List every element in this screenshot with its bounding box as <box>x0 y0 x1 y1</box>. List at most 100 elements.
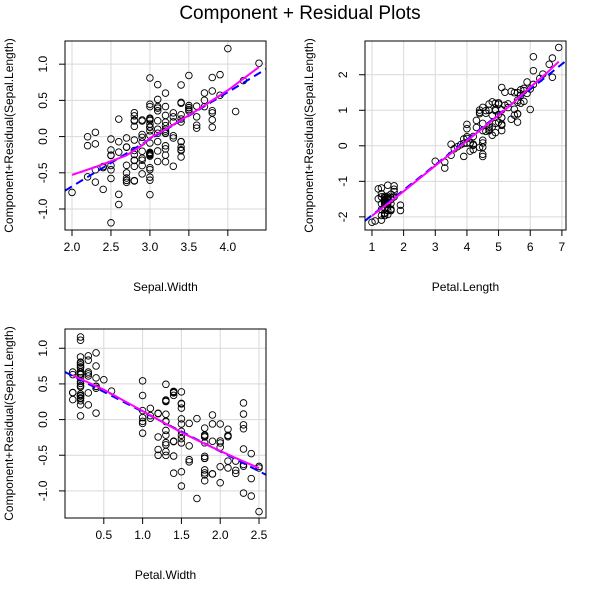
y-tick-label: -0.5 <box>36 162 50 183</box>
y-tick-label: 0 <box>336 142 350 149</box>
data-point <box>130 108 139 117</box>
y-tick-label: -1.0 <box>36 480 50 501</box>
x-tick-label: 4.0 <box>219 240 236 254</box>
y-axis-title: Component+Residual(Sepal.Length) <box>302 38 316 232</box>
y-tick-label: 1 <box>336 107 350 114</box>
data-point <box>92 349 100 357</box>
x-axis-title: Petal.Length <box>432 280 499 294</box>
data-point <box>177 399 186 408</box>
y-tick-label: -1 <box>336 176 350 187</box>
data-point <box>497 126 506 135</box>
data-point <box>146 100 154 108</box>
data-point <box>162 380 170 389</box>
data-point <box>529 52 538 61</box>
x-tick-label: 3.5 <box>181 240 198 254</box>
data-point <box>396 201 405 209</box>
data-point <box>169 469 178 477</box>
data-point <box>130 176 139 185</box>
data-point <box>115 190 123 199</box>
data-point <box>107 166 115 174</box>
data-point <box>146 102 154 111</box>
data-point <box>368 218 376 227</box>
data-point <box>76 394 85 402</box>
data-point <box>208 116 216 124</box>
data-point <box>162 447 170 456</box>
data-point <box>396 206 405 215</box>
data-point <box>146 190 154 199</box>
data-point <box>523 78 531 86</box>
data-point <box>146 123 154 131</box>
data-point <box>162 396 170 404</box>
data-point <box>91 140 100 148</box>
data-point <box>377 190 386 198</box>
data-point <box>76 367 85 376</box>
data-point <box>185 103 193 112</box>
x-tick-label: 2.0 <box>64 240 81 254</box>
data-point <box>138 429 147 437</box>
data-point <box>169 391 178 400</box>
x-tick-label: 2.5 <box>251 528 268 542</box>
data-point <box>479 152 487 161</box>
data-point <box>472 116 481 125</box>
data-point <box>208 73 216 82</box>
x-tick-label: 1.0 <box>134 528 151 542</box>
data-point <box>177 404 186 412</box>
data-point <box>200 476 209 485</box>
data-point <box>161 102 170 111</box>
y-tick-label: 2 <box>336 71 350 78</box>
data-point <box>185 455 193 464</box>
data-point <box>224 433 232 441</box>
data-point <box>200 469 209 477</box>
data-point <box>138 116 146 124</box>
data-point <box>138 161 146 170</box>
data-point <box>469 145 478 154</box>
y-tick-label: -2 <box>336 211 350 222</box>
data-point <box>247 492 256 500</box>
data-point <box>122 134 131 142</box>
x-tick-label: 1.5 <box>173 528 190 542</box>
data-point <box>154 445 162 454</box>
data-point <box>177 81 185 89</box>
plot-frame <box>64 40 267 231</box>
x-tick-label: 7 <box>559 240 566 254</box>
data-point <box>138 130 146 139</box>
data-point <box>76 391 85 400</box>
data-point <box>84 372 93 380</box>
data-point <box>177 482 186 490</box>
points-layer <box>368 43 563 227</box>
data-point <box>177 420 186 428</box>
data-point <box>153 80 162 89</box>
data-point <box>169 452 178 460</box>
plot-frame <box>364 40 567 231</box>
data-point <box>146 163 154 172</box>
data-point <box>177 153 185 161</box>
data-point <box>146 173 154 181</box>
data-point <box>200 89 209 97</box>
y-tick-label: 0.5 <box>36 375 50 392</box>
data-point <box>138 156 146 165</box>
data-point <box>482 127 490 136</box>
data-point <box>153 137 162 146</box>
data-point <box>216 437 224 445</box>
data-point <box>153 95 162 104</box>
data-point <box>216 420 224 428</box>
data-point <box>76 336 85 345</box>
data-point <box>115 148 123 156</box>
data-point <box>153 125 162 133</box>
data-point <box>76 383 85 391</box>
data-point <box>84 356 93 364</box>
data-point <box>92 409 100 417</box>
data-point <box>255 507 263 516</box>
data-point <box>122 178 131 187</box>
data-point <box>153 147 162 155</box>
data-point <box>76 401 85 409</box>
chart-title: Component + Residual Plots <box>179 3 421 24</box>
data-point <box>122 161 131 170</box>
y-tick-label: -0.5 <box>36 445 50 466</box>
data-point <box>115 137 123 146</box>
x-tick-label: 2.0 <box>212 528 229 542</box>
data-point <box>138 417 147 426</box>
data-point <box>130 122 139 131</box>
data-point <box>169 388 178 396</box>
data-point <box>161 151 170 159</box>
